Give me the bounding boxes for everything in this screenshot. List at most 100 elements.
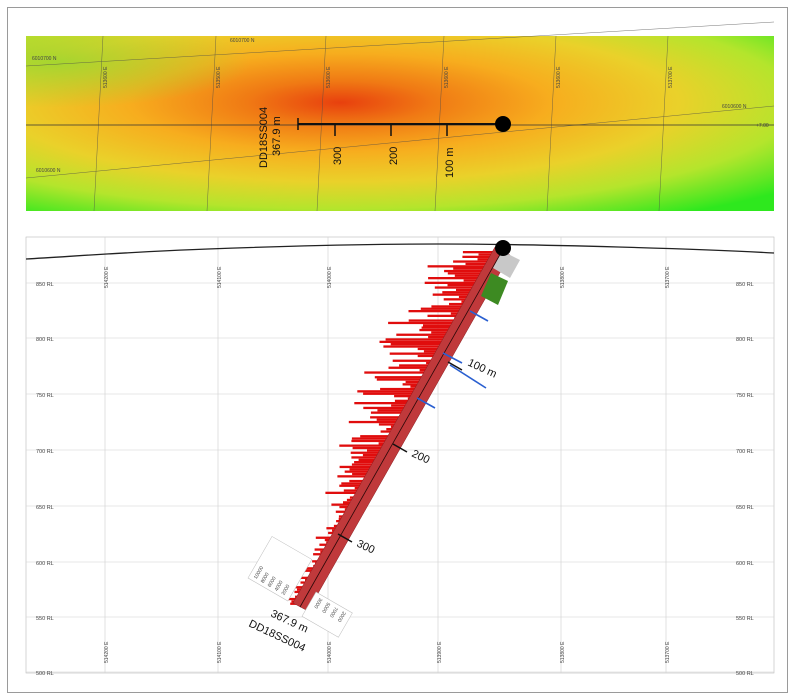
assay-bar — [354, 461, 377, 464]
northing-label: 6010700 N — [230, 38, 255, 44]
assay-bar — [388, 321, 455, 325]
scale-left-label: 8000 — [260, 572, 271, 585]
assay-bar — [303, 569, 315, 572]
assay-bar — [378, 442, 387, 445]
figure-frame: 6010700 N 6010700 N 6010600 N 6010600 N … — [7, 7, 788, 693]
assay-bar — [370, 416, 402, 419]
assay-bar — [399, 364, 431, 367]
easting-grid — [104, 237, 667, 673]
green-zone — [481, 273, 508, 305]
assay-bar — [392, 359, 434, 362]
assay-bar — [463, 279, 479, 282]
structure-markers — [416, 310, 489, 409]
assay-bar — [339, 484, 363, 487]
hole-centreline — [299, 250, 503, 608]
section-frame — [25, 236, 775, 674]
assay-bar — [449, 302, 466, 306]
assay-bar — [339, 505, 351, 509]
assay-bar — [370, 411, 405, 414]
assay-bar — [444, 269, 485, 273]
assay-bar — [453, 260, 490, 263]
assay-bar — [343, 501, 354, 504]
assay-bar — [394, 399, 411, 402]
assay-bar — [478, 253, 494, 256]
assay-bar — [351, 439, 389, 443]
assay-bar — [443, 298, 469, 301]
rl-label: 650 RL — [36, 505, 54, 511]
easting-label: 513700 E — [668, 66, 674, 88]
plan-hole-id: DD18SS004 — [258, 107, 270, 168]
assay-bar — [462, 255, 493, 258]
plan-distance-label: 300 — [332, 147, 344, 165]
assay-bar — [402, 383, 421, 386]
easting-label: 513500 E — [216, 66, 222, 88]
assay-bar — [383, 345, 442, 348]
assay-bar — [477, 258, 491, 261]
assay-bar — [428, 336, 447, 339]
scale-right-label: 2000 — [336, 610, 347, 623]
assay-bar — [364, 371, 427, 374]
assay-bar — [431, 305, 465, 308]
northing-label: 6010700 N — [32, 56, 57, 62]
edge-tag: +7.00 — [756, 123, 769, 129]
section-easting-label-bottom: 513900 E — [437, 641, 443, 663]
assay-bar — [294, 586, 306, 589]
assay-bar — [423, 350, 439, 353]
assay-bar — [427, 265, 487, 268]
scale-right-label: 7000 — [328, 606, 339, 619]
rl-label: 500 RL — [36, 671, 54, 677]
section-easting-label-bottom: 513800 E — [560, 641, 566, 663]
rl-label: 550 RL — [36, 616, 54, 622]
assay-bar — [376, 418, 401, 421]
assay-bar — [380, 430, 394, 433]
assay-bar — [358, 458, 378, 461]
plan-hole-length: 367.9 m — [271, 116, 283, 156]
assay-bar — [434, 286, 475, 289]
assay-bar — [378, 423, 398, 426]
assay-bar — [349, 479, 366, 483]
assay-bar — [410, 385, 419, 388]
section-easting-label-bottom: 514000 E — [327, 641, 333, 663]
section-easting-label-bottom: 513700 E — [665, 641, 671, 663]
assay-bar — [419, 328, 451, 332]
northing-label: 6010600 N — [36, 168, 61, 174]
assay-bar — [290, 602, 297, 605]
scale-left-label: 2000 — [281, 584, 292, 597]
assay-bar — [337, 475, 369, 478]
assay-bar — [351, 463, 375, 466]
assay-bar — [388, 366, 430, 369]
depth-ticks — [337, 361, 463, 543]
assay-bar — [456, 288, 474, 292]
assay-bar — [341, 482, 365, 485]
plan-grid — [25, 21, 775, 212]
section-easting-label: 513700 E — [665, 266, 671, 288]
assay-bar — [357, 390, 417, 393]
assay-bar — [427, 314, 459, 317]
plan-distance-label: 200 — [388, 147, 400, 165]
assay-bar — [394, 395, 414, 398]
scale-left-label: 4000 — [274, 580, 285, 593]
assay-bar — [352, 446, 385, 450]
assay-bar — [363, 406, 407, 410]
assay-bar — [447, 272, 483, 275]
section-easting-label: 514000 E — [327, 266, 333, 288]
assay-bar — [374, 376, 425, 379]
assay-bar — [326, 527, 339, 530]
assay-bar — [405, 380, 422, 384]
assay-bar — [408, 310, 462, 313]
rl-label: 850 RL — [36, 282, 54, 288]
scale-left-label: 6000 — [267, 576, 278, 589]
easting-label: 513600 E — [326, 66, 332, 88]
scale-right: 3000 5000 7000 2000 — [301, 591, 353, 638]
assay-bar — [380, 387, 418, 391]
section-easting-label: 514200 E — [104, 266, 110, 288]
assay-bar — [294, 590, 303, 594]
section-easting-label-bottom: 514100 E — [217, 641, 223, 663]
rl-label: 800 RL — [36, 337, 54, 343]
section-easting-label-bottom: 514200 E — [104, 641, 110, 663]
assay-bar — [362, 454, 381, 457]
assay-bar — [453, 267, 486, 270]
rl-label-right: 550 RL — [736, 616, 754, 622]
rl-label-right: 750 RL — [736, 393, 754, 399]
rl-label-right: 500 RL — [736, 671, 754, 677]
